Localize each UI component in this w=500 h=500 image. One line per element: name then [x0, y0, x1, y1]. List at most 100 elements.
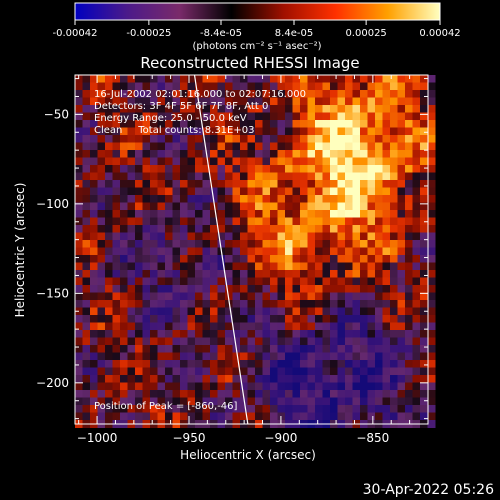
heatmap-cell — [240, 270, 248, 278]
heatmap-cell — [90, 112, 98, 121]
heatmap-cell — [202, 180, 211, 188]
heatmap-cell — [240, 90, 248, 98]
heatmap-cell — [210, 112, 218, 121]
heatmap-cell — [397, 262, 406, 271]
colorbar-bar — [74, 2, 441, 21]
heatmap-cell — [412, 247, 421, 256]
heatmap-cell — [127, 150, 136, 158]
heatmap-cell — [82, 412, 91, 421]
heatmap-cell — [165, 165, 173, 173]
heatmap-cell — [292, 142, 301, 151]
heatmap-cell — [397, 337, 406, 346]
heatmap-cell — [82, 375, 91, 383]
heatmap-cell — [165, 217, 173, 226]
heatmap-cell — [165, 157, 173, 166]
heatmap-cell — [225, 292, 233, 301]
heatmap-cell — [345, 390, 353, 398]
heatmap-cell — [135, 232, 143, 241]
heatmap-cell — [232, 367, 241, 376]
heatmap-cell — [157, 330, 166, 338]
heatmap-cell — [285, 315, 293, 323]
heatmap-cell — [367, 187, 376, 196]
heatmap-cell — [412, 390, 421, 398]
heatmap-cell — [187, 285, 196, 293]
heatmap-cell — [225, 195, 233, 203]
heatmap-cell — [322, 247, 331, 256]
heatmap-cell — [247, 90, 256, 98]
heatmap-cell — [120, 412, 128, 421]
heatmap-cell — [427, 322, 436, 331]
heatmap-cell — [367, 195, 376, 203]
heatmap-cell — [345, 75, 353, 83]
heatmap-cell — [352, 225, 361, 233]
heatmap-cell — [165, 82, 173, 91]
heatmap-cell — [345, 262, 353, 271]
heatmap-cell — [375, 82, 383, 91]
colorbar-tick-label: 0.00042 — [419, 28, 460, 39]
heatmap-cell — [135, 135, 143, 143]
heatmap-cell — [427, 142, 436, 151]
heatmap-cell — [397, 322, 406, 331]
heatmap-cell — [172, 382, 181, 391]
heatmap-cell — [285, 142, 293, 151]
heatmap-cell — [315, 270, 323, 278]
heatmap-cell — [142, 172, 151, 181]
heatmap-cell — [195, 330, 203, 338]
heatmap-cell — [127, 270, 136, 278]
heatmap-cell — [390, 217, 398, 226]
heatmap-cell — [315, 195, 323, 203]
heatmap-cell — [300, 210, 308, 218]
heatmap-cell — [240, 367, 248, 376]
heatmap-cell — [367, 240, 376, 248]
heatmap-cell — [97, 382, 106, 391]
heatmap-cell — [240, 210, 248, 218]
heatmap-cell — [330, 187, 338, 196]
heatmap-cell — [187, 405, 196, 413]
heatmap-cell — [277, 127, 286, 136]
heatmap-cell — [150, 367, 158, 376]
heatmap-cell — [127, 187, 136, 196]
heatmap-cell — [420, 382, 428, 391]
heatmap-cell — [300, 90, 308, 98]
heatmap-cell — [112, 75, 121, 83]
heatmap-cell — [330, 292, 338, 301]
heatmap-cell — [150, 412, 158, 421]
heatmap-cell — [112, 300, 121, 308]
heatmap-cell — [405, 247, 413, 256]
heatmap-cell — [112, 172, 121, 181]
heatmap-cell — [397, 75, 406, 83]
heatmap-cell — [330, 262, 338, 271]
heatmap-cell — [277, 337, 286, 346]
heatmap-cell — [337, 225, 346, 233]
heatmap-cell — [412, 300, 421, 308]
heatmap-cell — [120, 240, 128, 248]
heatmap-cell — [352, 367, 361, 376]
heatmap-cell — [127, 300, 136, 308]
heatmap-cell — [142, 300, 151, 308]
heatmap-cell — [187, 210, 196, 218]
heatmap-cell — [360, 157, 368, 166]
heatmap-cell — [240, 202, 248, 211]
heatmap-cell — [150, 82, 158, 91]
heatmap-cell — [180, 135, 188, 143]
heatmap-cell — [337, 90, 346, 98]
heatmap-cell — [120, 97, 128, 106]
heatmap-cell — [232, 202, 241, 211]
heatmap-cell — [285, 307, 293, 316]
heatmap-cell — [105, 330, 113, 338]
heatmap-cell — [247, 105, 256, 113]
heatmap-cell — [142, 315, 151, 323]
heatmap-cell — [397, 165, 406, 173]
heatmap-cell — [165, 112, 173, 121]
heatmap-cell — [90, 382, 98, 391]
heatmap-cell — [187, 127, 196, 136]
heatmap-cell — [375, 180, 383, 188]
heatmap-cell — [277, 285, 286, 293]
heatmap-cell — [412, 82, 421, 91]
heatmap-cell — [150, 210, 158, 218]
heatmap-cell — [120, 345, 128, 353]
heatmap-cell — [412, 360, 421, 368]
heatmap-cell — [232, 405, 241, 413]
heatmap-cell — [120, 120, 128, 128]
heatmap-cell — [142, 322, 151, 331]
